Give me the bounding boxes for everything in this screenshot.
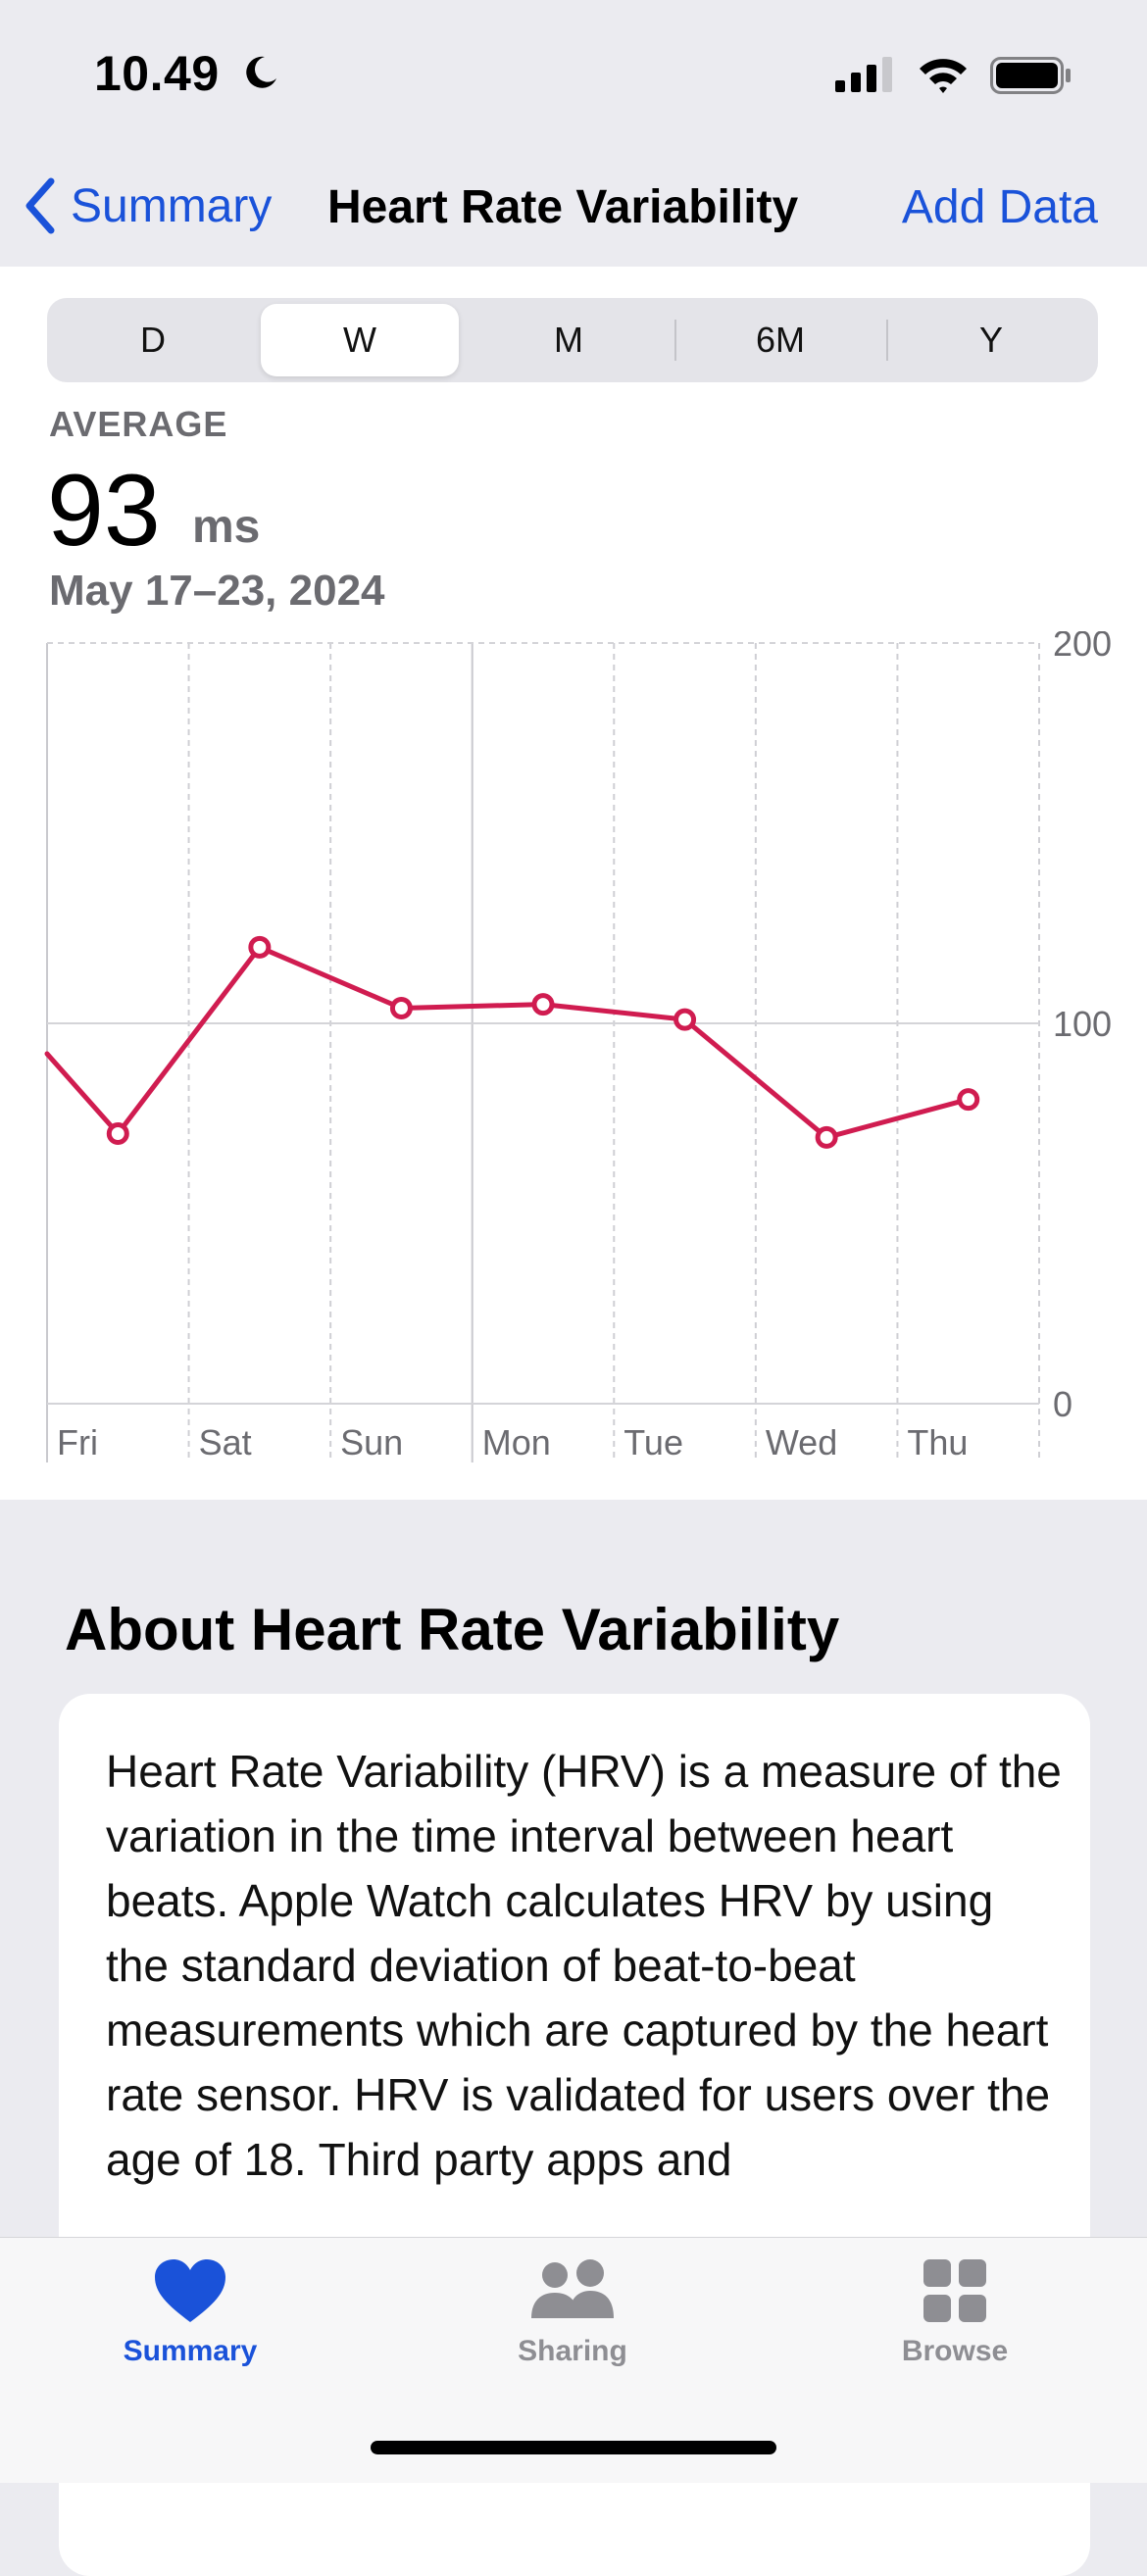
moon-icon: [246, 56, 276, 88]
x-tick-label: Mon: [482, 1422, 551, 1462]
tab-browse-label: Browse: [901, 2335, 1009, 2367]
home-indicator: [371, 2441, 776, 2454]
segment-divider: [886, 320, 888, 361]
data-point: [531, 993, 555, 1016]
data-point: [673, 1008, 697, 1031]
data-point: [106, 1122, 129, 1146]
navigation-bar: Summary Heart Rate Variability Add Data: [0, 147, 1147, 267]
about-heading: About Heart Rate Variability: [65, 1597, 840, 1662]
back-button[interactable]: Summary: [24, 176, 272, 235]
x-tick-label: Thu: [907, 1422, 968, 1462]
tab-summary-label: Summary: [123, 2335, 258, 2367]
chevron-left-icon: [25, 177, 55, 234]
tab-summary[interactable]: Summary: [73, 2257, 308, 2368]
x-tick-label: Tue: [623, 1422, 683, 1462]
data-point: [389, 996, 413, 1019]
series-line: [44, 944, 972, 1140]
y-tick-label: 0: [1053, 1384, 1072, 1424]
average-label: AVERAGE: [49, 404, 228, 444]
battery-icon: [990, 57, 1071, 94]
average-value: 93: [47, 454, 161, 568]
status-bar: 10.49: [0, 0, 1147, 147]
x-tick-label: Sat: [199, 1422, 252, 1462]
back-button-label: Summary: [71, 179, 273, 232]
data-point: [248, 935, 272, 959]
about-body: Heart Rate Variability (HRV) is a measur…: [106, 1746, 1062, 2185]
add-data-button[interactable]: Add Data: [901, 181, 1098, 233]
people-icon: [531, 2259, 614, 2318]
cellular-signal-icon: [835, 57, 892, 92]
segment-week[interactable]: W: [261, 304, 459, 376]
time-range-segmented-control: D W M 6M Y: [47, 298, 1098, 382]
date-range: May 17–23, 2024: [49, 567, 385, 615]
tab-sharing[interactable]: Sharing: [455, 2257, 690, 2368]
x-tick-label: Fri: [57, 1422, 98, 1462]
chart-panel: D W M 6M Y AVERAGE 93 ms May 17–23, 2024…: [0, 267, 1147, 1500]
data-point: [957, 1088, 980, 1112]
tab-browse[interactable]: Browse: [837, 2257, 1072, 2368]
average-unit: ms: [192, 501, 261, 553]
grid-icon: [923, 2259, 986, 2322]
y-tick-label: 100: [1053, 1004, 1112, 1044]
tab-bar: Summary Sharing Browse: [0, 2237, 1147, 2483]
page-title: Heart Rate Variability: [327, 181, 799, 233]
segment-year[interactable]: Y: [978, 320, 1003, 360]
segment-day[interactable]: D: [140, 320, 166, 360]
status-time: 10.49: [94, 46, 220, 101]
hrv-line-chart[interactable]: 0 100 200 Fri Sat Sun Mon Tue Wed Thu: [0, 631, 1147, 1500]
data-point: [815, 1125, 838, 1149]
segment-six-months[interactable]: 6M: [755, 320, 805, 360]
segment-divider: [674, 320, 676, 361]
heart-icon: [155, 2259, 225, 2322]
tab-sharing-label: Sharing: [518, 2335, 627, 2367]
wifi-icon: [920, 59, 967, 93]
y-tick-label: 200: [1053, 631, 1112, 664]
x-tick-label: Sun: [340, 1422, 403, 1462]
segment-month[interactable]: M: [554, 320, 583, 360]
x-tick-label: Wed: [766, 1422, 837, 1462]
